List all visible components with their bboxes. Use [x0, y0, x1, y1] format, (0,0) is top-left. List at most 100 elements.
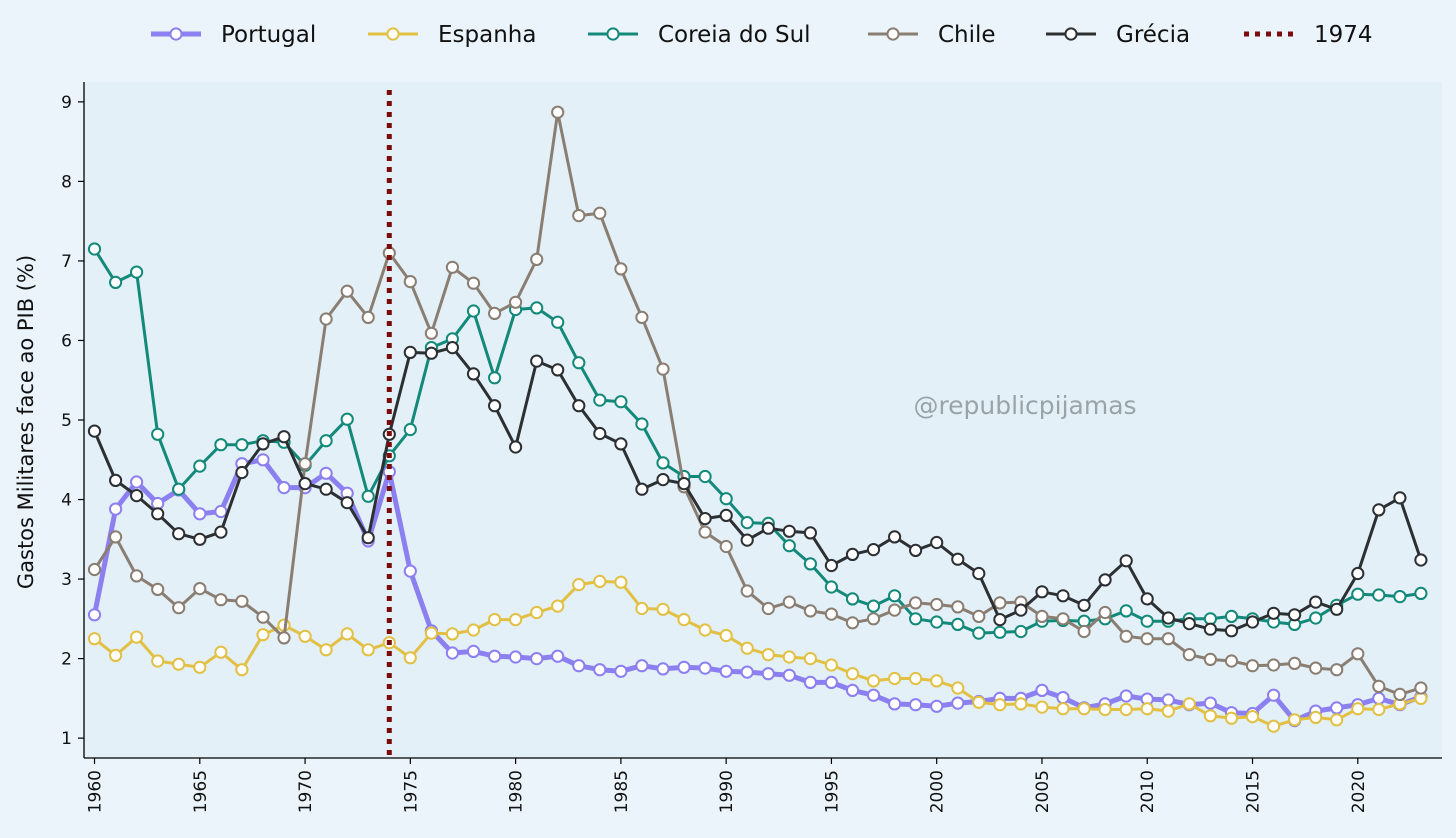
data-point: [614, 262, 628, 276]
data-point: [909, 596, 923, 610]
data-point: [698, 525, 712, 539]
data-point: [551, 649, 565, 663]
data-point: [803, 557, 818, 571]
data-point: [256, 453, 270, 467]
data-point: [719, 508, 733, 523]
data-point: [677, 660, 691, 674]
data-point: [1267, 688, 1281, 702]
series-line: [93, 110, 1423, 696]
data-point: [1414, 586, 1428, 601]
x-tick-label: 1960: [86, 770, 106, 813]
legend-item: Chile: [868, 22, 996, 48]
data-point: [614, 395, 628, 409]
data-point: [424, 346, 438, 360]
data-point: [1161, 693, 1175, 707]
x-tick-label: 2015: [1244, 770, 1264, 813]
data-point: [130, 265, 144, 279]
data-point: [530, 252, 544, 266]
data-point: [466, 304, 481, 318]
data-point: [214, 593, 228, 607]
legend-item: Portugal: [151, 22, 316, 48]
data-point: [866, 543, 881, 557]
x-tick-label: 1980: [507, 770, 527, 813]
legend-item: Espanha: [368, 22, 536, 48]
data-point: [740, 533, 754, 547]
data-point: [87, 424, 102, 438]
data-point: [761, 648, 775, 662]
data-point: [803, 675, 818, 690]
data-point: [740, 665, 754, 679]
data-point: [1372, 702, 1386, 717]
data-point: [845, 547, 860, 562]
x-tick-label: 2020: [1349, 770, 1369, 813]
data-point: [193, 582, 207, 596]
data-point: [698, 512, 712, 526]
data-point: [845, 683, 860, 698]
data-point: [87, 608, 102, 622]
data-point: [235, 594, 249, 608]
data-point: [1267, 606, 1281, 620]
data-point: [1203, 622, 1218, 636]
data-point: [277, 430, 291, 444]
data-point: [1014, 603, 1028, 617]
data-point: [488, 306, 502, 320]
series-Espanha: [87, 574, 1428, 733]
series-line: [93, 579, 1423, 728]
data-point: [930, 674, 944, 688]
data-point: [593, 426, 607, 441]
data-point: [214, 438, 228, 452]
data-point: [340, 412, 354, 426]
data-point: [719, 628, 733, 643]
data-point: [319, 643, 333, 657]
data-point: [403, 564, 417, 578]
data-point: [1014, 624, 1028, 639]
data-point: [1414, 553, 1428, 567]
data-point: [761, 667, 775, 681]
data-point: [888, 530, 902, 544]
data-point: [1035, 585, 1049, 599]
data-point: [319, 312, 333, 326]
data-point: [1245, 710, 1260, 724]
data-point: [1161, 704, 1175, 718]
legend-marker: [386, 27, 400, 41]
data-point: [845, 667, 860, 681]
data-point: [1351, 566, 1365, 581]
data-point: [1119, 629, 1133, 643]
x-tick-label: 1985: [612, 770, 632, 813]
x-tick-label: 1995: [822, 770, 842, 813]
series-line: [93, 247, 1423, 635]
legend-label: Portugal: [221, 22, 316, 48]
y-tick-label: 1: [61, 729, 72, 749]
data-point: [488, 371, 502, 385]
data-point: [1182, 648, 1196, 662]
data-point: [172, 601, 186, 615]
data-point: [972, 566, 986, 581]
data-point: [87, 632, 102, 646]
data-point: [1372, 679, 1386, 694]
data-point: [1224, 624, 1239, 638]
data-point: [972, 695, 986, 709]
data-point: [193, 459, 207, 473]
data-point: [1330, 602, 1344, 616]
data-point: [361, 643, 375, 657]
data-point: [845, 616, 860, 630]
data-point: [1056, 612, 1070, 626]
data-point: [782, 539, 796, 553]
data-point: [445, 646, 459, 660]
data-point: [551, 315, 565, 329]
data-point: [1309, 595, 1323, 609]
data-point: [1351, 647, 1365, 661]
data-point: [403, 651, 417, 665]
data-point: [1182, 617, 1196, 631]
data-point: [1077, 598, 1091, 612]
data-point: [656, 602, 670, 616]
data-point: [235, 465, 249, 480]
data-point: [888, 603, 902, 617]
data-point: [866, 612, 881, 626]
data-point: [572, 578, 586, 592]
data-point: [1077, 702, 1091, 716]
data-point: [424, 626, 438, 640]
data-point: [866, 688, 881, 702]
x-tick-label: 1965: [191, 770, 211, 813]
